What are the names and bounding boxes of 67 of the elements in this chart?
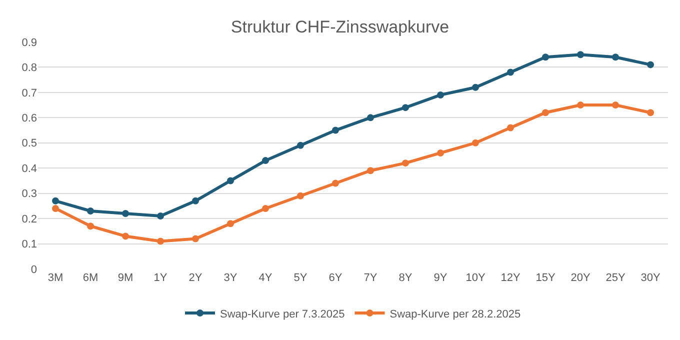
point	[332, 180, 339, 187]
point	[437, 149, 444, 156]
point	[297, 192, 304, 200]
point	[472, 139, 479, 146]
point	[52, 197, 59, 204]
point	[542, 109, 549, 116]
y-tick-label: 0.5	[22, 138, 37, 150]
point	[437, 91, 444, 98]
x-tick-label: 9M	[118, 272, 134, 284]
y-tick-label: 0.2	[22, 213, 37, 226]
point	[542, 54, 549, 61]
point	[507, 124, 514, 132]
point	[332, 126, 339, 134]
y-tick-label: 0.9	[22, 36, 37, 49]
x-tick-label: 9Y	[434, 272, 448, 284]
x-tick-label: 7Y	[364, 272, 378, 284]
y-tick-label: 0.1	[22, 238, 37, 251]
point	[157, 238, 164, 245]
x-tick-label: 12Y	[500, 272, 521, 284]
chart-title: Struktur CHF-Zinsswapkurve	[230, 17, 450, 36]
point	[647, 61, 654, 68]
x-tick-label: 2Y	[188, 272, 203, 284]
point	[87, 207, 94, 214]
legend-label: Swap-Kurve per 7.3.2025	[220, 308, 345, 320]
point	[262, 204, 269, 212]
x-tick-label: 10Y	[466, 272, 486, 284]
point	[157, 212, 164, 220]
x-tick-label: 25Y	[606, 272, 626, 284]
point	[367, 167, 374, 174]
legend-label: Swap-Kurve per 28.2.2025	[390, 308, 521, 320]
x-tick-label: 1Y	[154, 272, 168, 284]
point	[507, 68, 514, 76]
point	[122, 210, 129, 218]
x-tick-label: 5Y	[294, 272, 308, 284]
y-tick-label: 0.4	[22, 162, 37, 175]
x-tick-label: 3Y	[224, 272, 238, 284]
x-tick-label: 15Y	[536, 272, 556, 284]
x-tick-label: 3M	[48, 272, 64, 284]
point	[192, 235, 199, 242]
point	[87, 222, 94, 230]
x-tick-label: 6Y	[328, 272, 343, 284]
point	[367, 114, 374, 122]
point	[472, 84, 479, 91]
x-tick-label: 30Y	[640, 272, 661, 284]
x-tick-label: 4Y	[258, 272, 273, 284]
point	[577, 102, 584, 109]
point	[297, 142, 304, 149]
y-tick-label: 0.3	[22, 188, 37, 200]
point	[192, 197, 199, 204]
point	[612, 54, 619, 61]
y-tick-label: 0	[30, 264, 37, 276]
y-tick-label: 0.7	[22, 87, 37, 100]
y-tick-label: 0.8	[22, 62, 37, 74]
point	[52, 204, 59, 212]
point	[262, 157, 269, 164]
point	[122, 232, 129, 240]
point	[612, 102, 619, 109]
point	[577, 51, 584, 58]
y-tick-label: 0.6	[22, 112, 37, 125]
point	[227, 177, 234, 184]
point	[402, 160, 409, 167]
point	[227, 220, 234, 228]
x-tick-label: 20Y	[570, 272, 591, 284]
point	[647, 109, 654, 116]
x-tick-label: 8Y	[398, 272, 413, 284]
point	[402, 104, 409, 112]
x-tick-label: 6M	[82, 272, 98, 284]
